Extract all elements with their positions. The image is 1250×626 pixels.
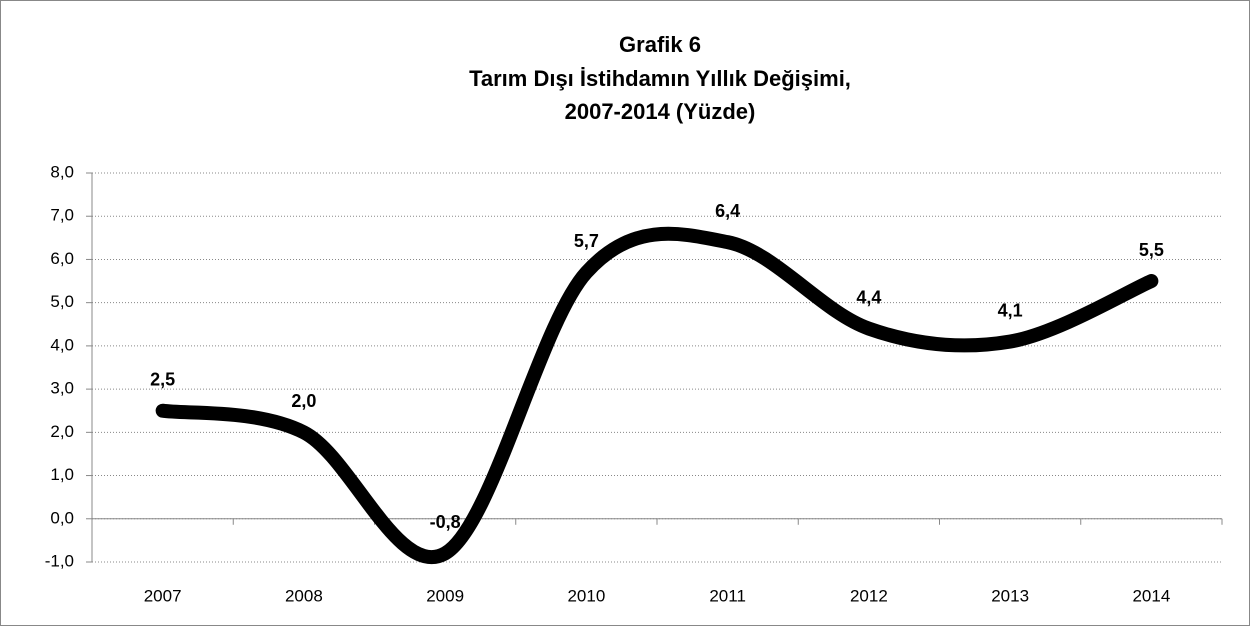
data-label: 2,0 xyxy=(291,391,316,411)
chart-title: Grafik 6 xyxy=(619,32,701,57)
data-label: 4,4 xyxy=(856,287,881,307)
data-label: 2,5 xyxy=(150,369,175,389)
y-tick-label: 8,0 xyxy=(50,162,74,181)
y-tick-label: 2,0 xyxy=(50,422,74,441)
data-label: 5,7 xyxy=(574,231,599,251)
x-tick-label: 2007 xyxy=(144,586,182,605)
chart-title: Tarım Dışı İstihdamın Yıllık Değişimi, xyxy=(469,66,851,91)
x-tick-label: 2013 xyxy=(991,586,1029,605)
y-tick-label: 7,0 xyxy=(50,206,74,225)
data-label: 5,5 xyxy=(1139,240,1164,260)
x-tick-label: 2010 xyxy=(567,586,605,605)
chart-title: 2007-2014 (Yüzde) xyxy=(565,99,756,124)
data-label: 4,1 xyxy=(998,300,1023,320)
y-tick-label: -1,0 xyxy=(45,551,74,570)
y-tick-label: 5,0 xyxy=(50,292,74,311)
x-tick-label: 2009 xyxy=(426,586,464,605)
x-tick-label: 2011 xyxy=(709,586,746,605)
y-tick-label: 0,0 xyxy=(50,508,74,527)
y-tick-label: 6,0 xyxy=(50,249,74,268)
y-tick-label: 1,0 xyxy=(50,465,74,484)
x-tick-label: 2012 xyxy=(850,586,888,605)
y-tick-label: 4,0 xyxy=(50,335,74,354)
x-tick-label: 2008 xyxy=(285,586,323,605)
data-line xyxy=(155,226,1159,564)
data-label: -0,8 xyxy=(430,512,461,532)
x-tick-label: 2014 xyxy=(1132,586,1170,605)
y-tick-label: 3,0 xyxy=(50,379,74,398)
data-label: 6,4 xyxy=(715,201,740,221)
